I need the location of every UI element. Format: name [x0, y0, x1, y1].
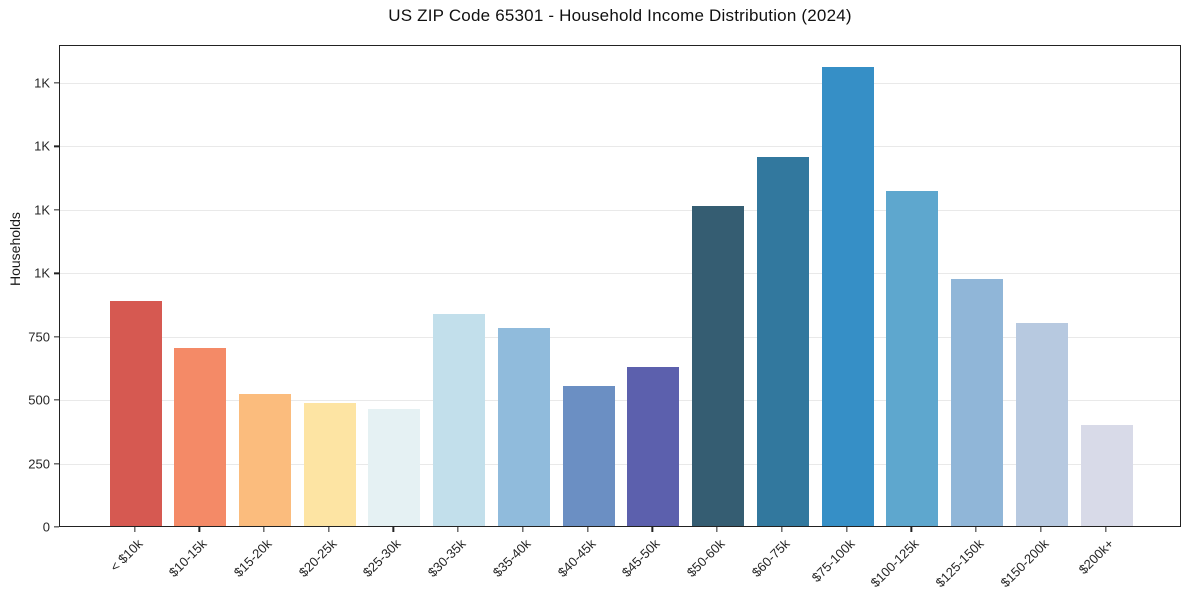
- bar-50-60k: [692, 206, 745, 526]
- bar-150-200k: [1015, 323, 1068, 526]
- x-tick-mark: [1104, 527, 1107, 532]
- x-tick-mark: [781, 527, 783, 532]
- x-tick-mark: [133, 527, 136, 532]
- x-tick-mark: [457, 527, 459, 532]
- x-tick-mark: [263, 527, 265, 532]
- gridline: [60, 273, 1180, 275]
- x-tick-label: < $10k: [106, 536, 146, 575]
- x-tick-mark: [716, 527, 718, 532]
- x-tick-mark: [198, 527, 200, 532]
- bar-15-20k: [238, 394, 291, 526]
- gridline: [60, 83, 1180, 85]
- y-tick-label: 1K: [34, 265, 50, 281]
- x-tick-mark: [1040, 527, 1042, 532]
- gridline: [60, 336, 1180, 338]
- bar-200k: [1080, 425, 1133, 526]
- bar-25-30k: [368, 409, 421, 526]
- y-tick-label: 1K: [34, 75, 50, 91]
- bar-30-35k: [433, 314, 486, 526]
- x-tick-mark: [392, 527, 395, 532]
- y-tick-mark: [54, 209, 59, 211]
- y-tick-label: 500: [28, 392, 50, 408]
- bar-35-40k: [497, 328, 550, 526]
- bar-10-15k: [174, 348, 227, 526]
- bar-75-100k: [821, 67, 874, 526]
- bar-10k: [109, 301, 162, 526]
- y-tick-mark: [54, 272, 59, 274]
- bar-125-150k: [951, 279, 1004, 526]
- plot-area: [59, 45, 1181, 527]
- x-tick-mark: [845, 527, 848, 532]
- gridline: [60, 400, 1180, 402]
- x-tick-mark: [910, 527, 912, 532]
- x-tick-mark: [975, 527, 977, 532]
- bar-100-125k: [886, 191, 939, 526]
- y-tick-label: 250: [28, 456, 50, 472]
- y-tick-mark: [54, 145, 59, 148]
- x-tick-mark: [328, 527, 330, 532]
- x-tick-mark: [586, 527, 589, 532]
- y-tick-mark: [54, 82, 59, 84]
- gridline: [60, 209, 1180, 211]
- y-tick-mark: [54, 462, 59, 465]
- chart-title: US ZIP Code 65301 - Household Income Dis…: [388, 6, 852, 25]
- bar-45-50k: [627, 367, 680, 526]
- gridline: [60, 146, 1180, 148]
- x-tick-mark: [522, 527, 524, 532]
- y-tick-label: 1K: [34, 202, 50, 218]
- y-tick-label: 1K: [34, 138, 50, 154]
- bar-60-75k: [756, 157, 809, 526]
- gridline: [60, 463, 1180, 465]
- bar-40-45k: [562, 386, 615, 526]
- y-tick-label: 750: [28, 329, 50, 345]
- bar-20-25k: [303, 403, 356, 526]
- y-tick-mark: [54, 336, 59, 338]
- y-tick-mark: [54, 399, 59, 401]
- y-tick-mark: [54, 526, 59, 528]
- x-tick-mark: [651, 527, 654, 532]
- y-tick-label: 0: [42, 519, 50, 535]
